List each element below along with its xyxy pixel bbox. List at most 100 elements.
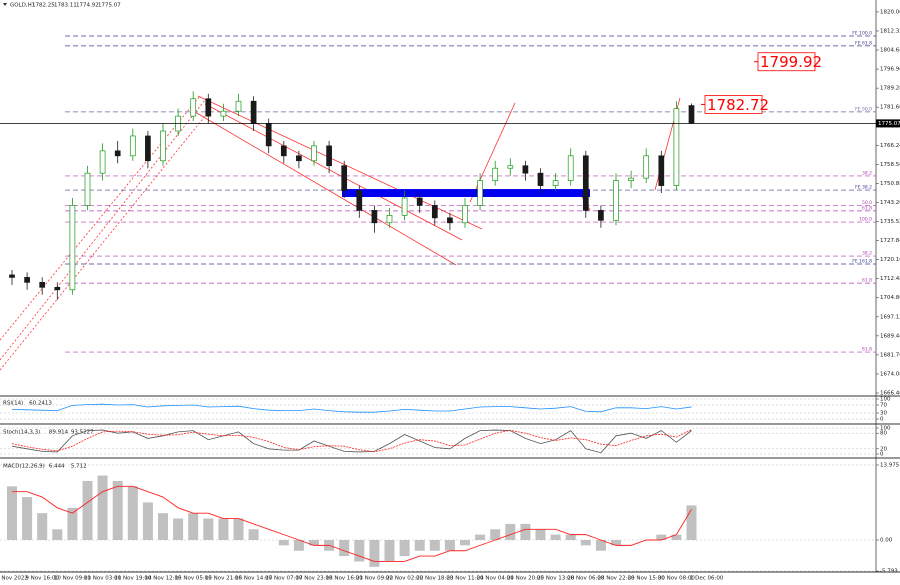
macd-bar bbox=[444, 540, 455, 551]
header-open: 1782.25 bbox=[32, 3, 55, 9]
candle-body bbox=[341, 165, 348, 191]
indicator-title: RSI(14) bbox=[3, 401, 23, 407]
x-tick-label: 11 Nov 19:00 bbox=[114, 576, 152, 582]
fib-label: FE 161.8 bbox=[852, 258, 872, 264]
x-tick-label: 23 Nov 11:00 bbox=[446, 576, 484, 582]
candle-body bbox=[658, 155, 665, 186]
y-tick-label: 1712.48 bbox=[880, 276, 900, 282]
fib-label: 38.2 bbox=[862, 251, 872, 257]
y-tick-label: 1720.16 bbox=[880, 257, 900, 263]
y-tick-label: 1789.28 bbox=[880, 86, 900, 92]
candle-body bbox=[628, 177, 634, 181]
macd-bar bbox=[565, 534, 576, 541]
candle-body bbox=[84, 172, 91, 206]
candle-body bbox=[220, 110, 227, 117]
last-price-box bbox=[876, 119, 900, 128]
candle-body bbox=[205, 98, 212, 117]
candle-body bbox=[613, 180, 619, 221]
macd-bar bbox=[52, 529, 63, 541]
macd-bar bbox=[218, 518, 229, 541]
x-tick-label: 21 Nov 09:00 bbox=[356, 576, 394, 582]
annotation: 1799.92 bbox=[760, 53, 822, 71]
y-tick-label: 13.975 bbox=[880, 462, 900, 468]
x-tick-label: 17 Nov 23:00 bbox=[295, 576, 333, 582]
macd-bar bbox=[671, 534, 682, 541]
candle-body bbox=[39, 282, 46, 288]
x-tick-label: 29 Nov 15:00 bbox=[628, 576, 666, 582]
macd-bar bbox=[520, 523, 531, 541]
macd-bar bbox=[7, 486, 17, 541]
y-tick-label: 1781.60 bbox=[880, 105, 900, 111]
candle-body bbox=[296, 155, 302, 162]
y-tick-label: 1804.64 bbox=[880, 48, 900, 54]
macd-bar bbox=[82, 480, 93, 541]
macd-bar bbox=[354, 540, 365, 562]
y-tick-label: 1681.76 bbox=[880, 352, 900, 358]
drawings bbox=[0, 95, 681, 371]
macd-bar bbox=[595, 540, 606, 551]
macd-bar bbox=[429, 540, 440, 551]
signal-line bbox=[12, 485, 692, 562]
macd-bar bbox=[203, 518, 214, 541]
candle-body bbox=[673, 108, 680, 186]
macd-bar bbox=[248, 529, 259, 541]
macd-bar bbox=[293, 540, 304, 551]
candle-body bbox=[416, 197, 423, 206]
candle-body bbox=[598, 210, 604, 221]
candle-body bbox=[447, 217, 453, 224]
y-tick-label: 1735.52 bbox=[880, 219, 900, 225]
macd-bar bbox=[656, 534, 667, 541]
candle-body bbox=[9, 274, 15, 278]
x-tick-label: 28 Nov 06:00 bbox=[567, 576, 605, 582]
x-tick-label: 9 Nov 16:00 bbox=[25, 576, 59, 582]
x-tick-label: 24 Nov 20:00 bbox=[507, 576, 545, 582]
x-tick-label: 24 Nov 04:00 bbox=[477, 576, 515, 582]
x-tick-label: 16 Nov 14:00 bbox=[235, 576, 273, 582]
symbol: GOLD,H1 bbox=[10, 3, 35, 9]
candle-body bbox=[386, 215, 393, 224]
macd-bar bbox=[475, 534, 486, 541]
fib-label: 61.8 bbox=[862, 347, 872, 353]
x-tick-label: 18 Nov 16:00 bbox=[326, 576, 364, 582]
header-high: 1783.11 bbox=[54, 3, 77, 9]
x-tick-label: 14 Nov 12:00 bbox=[144, 576, 182, 582]
trend-line bbox=[0, 99, 206, 361]
y-tick-label: 80 bbox=[880, 431, 887, 437]
candle-body bbox=[582, 155, 589, 211]
menu-icon[interactable] bbox=[3, 3, 7, 6]
fib-label: 100.0 bbox=[859, 217, 872, 223]
x-tick-label: 8 Nov 2022 bbox=[0, 576, 28, 582]
indicator-title: MACD(12,26,9) bbox=[3, 464, 45, 470]
trend-line bbox=[0, 95, 201, 341]
y-tick-label: 1697.12 bbox=[880, 314, 900, 320]
y-tick-label: 1704.80 bbox=[880, 295, 900, 301]
candle-body bbox=[477, 180, 483, 206]
candle-body bbox=[522, 165, 529, 174]
candle-body bbox=[265, 123, 272, 147]
candle-body bbox=[99, 150, 106, 174]
macd-bar bbox=[550, 534, 561, 541]
y-tick-label: 1812.32 bbox=[880, 28, 900, 34]
y-tick-label: 1758.56 bbox=[880, 162, 900, 168]
y-tick-label: -5.793 bbox=[880, 569, 898, 575]
y-tick-label: 1750.88 bbox=[880, 181, 900, 187]
macd-bar bbox=[339, 540, 350, 557]
y-tick-label: 70 bbox=[880, 403, 887, 409]
candle-body bbox=[431, 205, 438, 219]
indicator-line bbox=[11, 403, 692, 413]
macd-bar bbox=[112, 480, 123, 541]
candle-body bbox=[462, 205, 468, 224]
candle-body bbox=[311, 145, 317, 162]
annotation: 1782.72 bbox=[707, 96, 769, 114]
candle-body bbox=[24, 277, 30, 283]
macd-bar bbox=[369, 540, 380, 567]
macd-bar bbox=[535, 529, 546, 541]
annotation-box bbox=[704, 95, 763, 114]
candle-body bbox=[190, 98, 197, 117]
fib-label: 38.2 bbox=[862, 170, 872, 176]
y-tick-label: 1689.44 bbox=[880, 333, 900, 339]
macd-bar bbox=[233, 518, 244, 541]
x-tick-label: 28 Nov 22:00 bbox=[597, 576, 635, 582]
macd-bar bbox=[460, 540, 470, 546]
